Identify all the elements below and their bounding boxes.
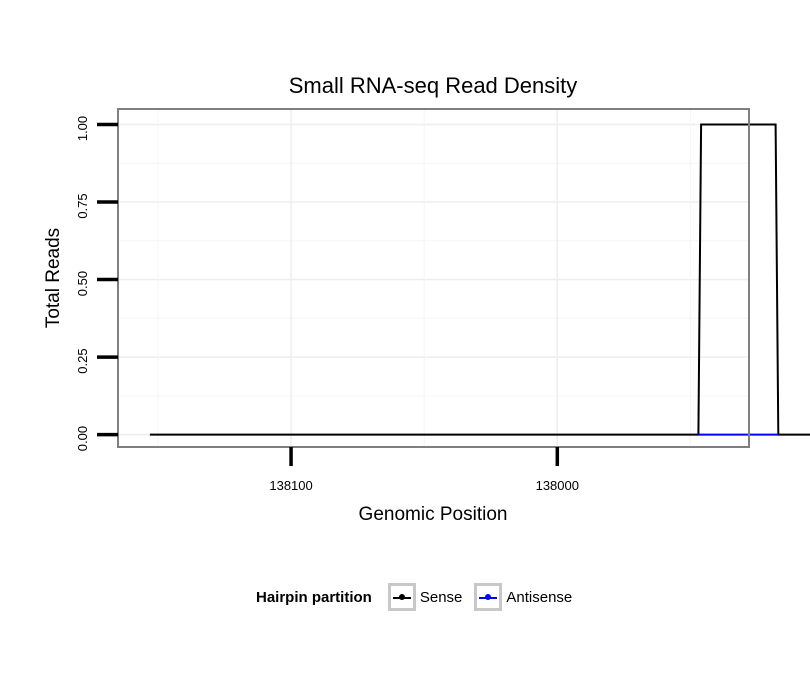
legend-key-sense bbox=[387, 583, 416, 611]
y-tick-label: 0.75 bbox=[75, 193, 90, 218]
legend-title: Hairpin partition bbox=[256, 588, 372, 606]
legend-label-antisense: Antisense bbox=[506, 588, 573, 606]
legend-dot-antisense bbox=[485, 594, 492, 600]
legend-item-antisense: Antisense bbox=[474, 583, 578, 611]
series-line-sense bbox=[149, 123, 810, 436]
x-tick-label: 138000 bbox=[536, 478, 579, 493]
x-tick-label: 138100 bbox=[269, 478, 312, 493]
legend: Hairpin partition Sense Antisense bbox=[256, 580, 584, 614]
chart-title: Small RNA-seq Read Density bbox=[289, 73, 578, 98]
y-tick-label: 0.00 bbox=[75, 426, 90, 451]
y-axis-label: Total Reads bbox=[43, 228, 64, 328]
legend-item-sense: Sense bbox=[387, 583, 469, 611]
legend-key-antisense bbox=[474, 583, 503, 611]
grid bbox=[118, 109, 749, 447]
y-tick-label: 1.00 bbox=[75, 116, 90, 141]
legend-label-sense: Sense bbox=[419, 588, 463, 606]
y-tick-label: 0.25 bbox=[75, 348, 90, 373]
series-group bbox=[149, 123, 810, 436]
axis-ticks: 0.00 0.25 0.50 0.75 1.00 138100 138000 bbox=[75, 116, 579, 493]
x-axis-label: Genomic Position bbox=[359, 504, 508, 525]
y-tick-label: 0.50 bbox=[75, 271, 90, 296]
legend-dot-sense bbox=[398, 594, 405, 600]
